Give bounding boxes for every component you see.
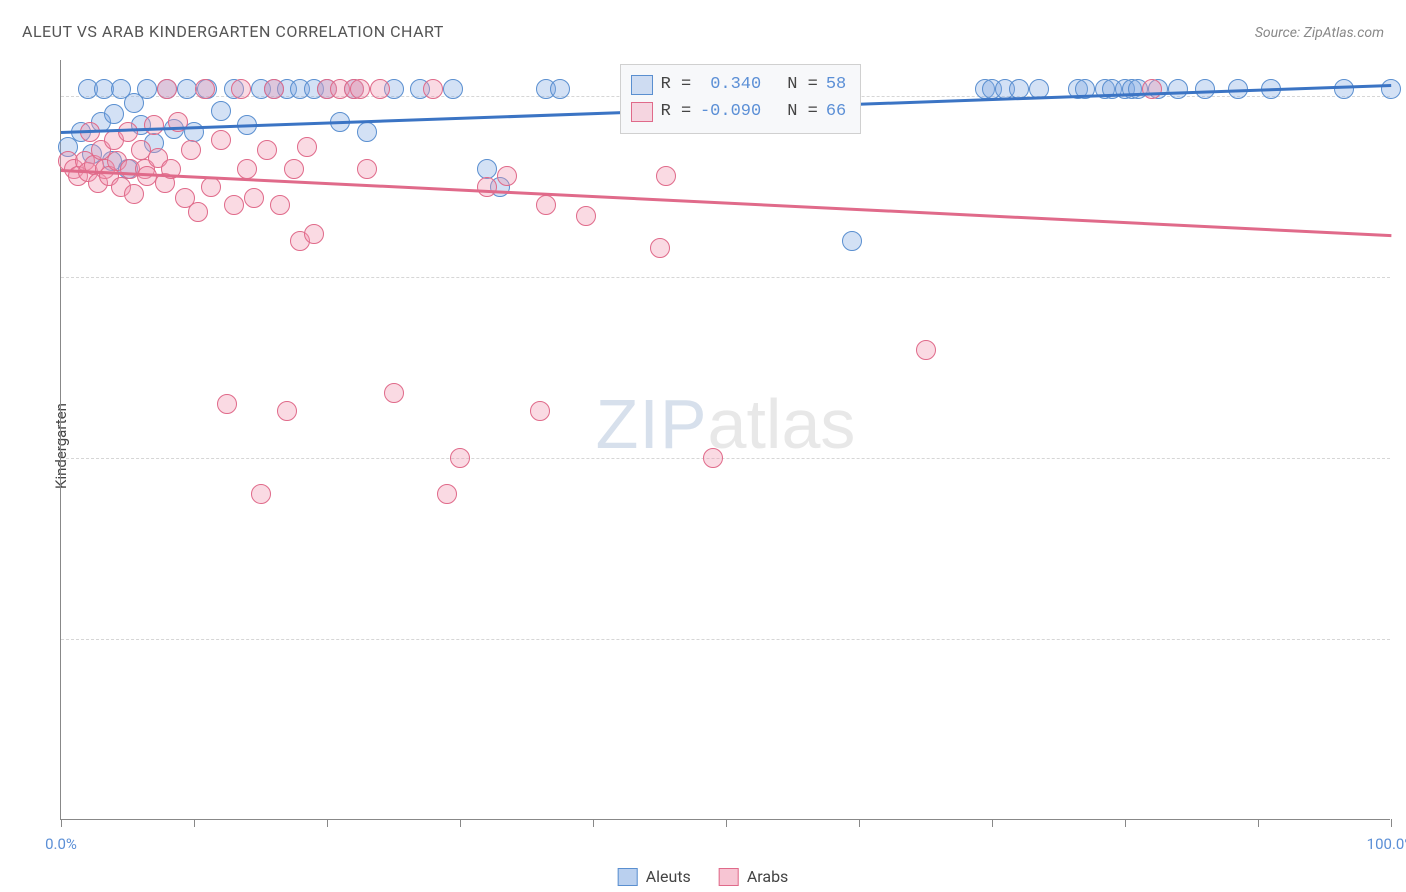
data-point — [217, 394, 237, 414]
legend-r-label: R = — [661, 98, 692, 125]
x-tick — [61, 819, 62, 827]
data-point — [188, 202, 208, 222]
data-point — [157, 79, 177, 99]
data-point — [284, 159, 304, 179]
chart-title: ALEUT VS ARAB KINDERGARTEN CORRELATION C… — [22, 22, 444, 41]
legend-n-label: N = — [787, 71, 818, 98]
legend-swatch — [719, 868, 739, 886]
data-point — [384, 383, 404, 403]
data-point — [144, 115, 164, 135]
x-tick-label: 0.0% — [45, 835, 77, 853]
source-attribution: Source: ZipAtlas.com — [1255, 25, 1384, 41]
data-point — [237, 159, 257, 179]
correlation-legend: R = 0.340 N = 58 R = -0.090 N = 66 — [620, 64, 862, 134]
legend-row: R = -0.090 N = 66 — [631, 98, 847, 125]
data-point — [437, 484, 457, 504]
data-point — [195, 79, 215, 99]
data-point — [576, 206, 596, 226]
y-tick-label: 90.0% — [1398, 449, 1406, 467]
watermark: ZIPatlas — [596, 384, 856, 464]
legend-r-label: R = — [661, 71, 692, 98]
grid-line — [61, 458, 1390, 459]
data-point — [1142, 79, 1162, 99]
legend-series-name: Arabs — [747, 867, 789, 886]
data-point — [264, 79, 284, 99]
data-point — [231, 79, 251, 99]
grid-line — [61, 277, 1390, 278]
data-point — [477, 177, 497, 197]
x-tick — [1125, 819, 1126, 827]
x-tick — [726, 819, 727, 827]
grid-line — [61, 639, 1390, 640]
data-point — [1334, 79, 1354, 99]
data-point — [450, 448, 470, 468]
data-point — [201, 177, 221, 197]
data-point — [211, 101, 231, 121]
legend-n-value: 66 — [826, 98, 846, 125]
x-tick-label: 100.0% — [1367, 835, 1406, 853]
x-tick — [1391, 819, 1392, 827]
data-point — [297, 137, 317, 157]
y-tick-label: 85.0% — [1398, 630, 1406, 648]
data-point — [650, 238, 670, 258]
data-point — [244, 188, 264, 208]
x-tick — [992, 819, 993, 827]
data-point — [1381, 79, 1401, 99]
x-tick — [194, 819, 195, 827]
y-tick-label: 95.0% — [1398, 268, 1406, 286]
scatter-plot-area: ZIPatlas 85.0%90.0%95.0%100.0%0.0%100.0%… — [60, 60, 1390, 820]
data-point — [497, 166, 517, 186]
x-tick — [460, 819, 461, 827]
legend-row: R = 0.340 N = 58 — [631, 71, 847, 98]
watermark-atlas: atlas — [708, 385, 856, 463]
legend-n-value: 58 — [826, 71, 846, 98]
data-point — [304, 224, 324, 244]
data-point — [350, 79, 370, 99]
legend-r-value: -0.090 — [699, 98, 761, 125]
legend-n-label: N = — [787, 98, 818, 125]
data-point — [1168, 79, 1188, 99]
data-point — [357, 122, 377, 142]
data-point — [251, 484, 271, 504]
data-point — [550, 79, 570, 99]
data-point — [181, 140, 201, 160]
data-point — [1195, 79, 1215, 99]
legend-item: Arabs — [719, 867, 789, 886]
data-point — [703, 448, 723, 468]
data-point — [916, 340, 936, 360]
data-point — [443, 79, 463, 99]
data-point — [270, 195, 290, 215]
data-point — [370, 79, 390, 99]
legend-series-name: Aleuts — [646, 867, 691, 886]
data-point — [224, 195, 244, 215]
legend-swatch — [618, 868, 638, 886]
data-point — [277, 401, 297, 421]
data-point — [536, 195, 556, 215]
data-point — [124, 184, 144, 204]
legend-swatch — [631, 75, 653, 95]
data-point — [118, 122, 138, 142]
watermark-zip: ZIP — [596, 385, 708, 463]
data-point — [656, 166, 676, 186]
data-point — [211, 130, 231, 150]
legend-swatch — [631, 102, 653, 122]
data-point — [137, 79, 157, 99]
data-point — [842, 231, 862, 251]
data-point — [257, 140, 277, 160]
legend-item: Aleuts — [618, 867, 691, 886]
legend-r-value: 0.340 — [699, 71, 761, 98]
x-tick — [327, 819, 328, 827]
x-tick — [593, 819, 594, 827]
data-point — [104, 104, 124, 124]
data-point — [357, 159, 377, 179]
x-tick — [1258, 819, 1259, 827]
data-point — [423, 79, 443, 99]
data-point — [477, 159, 497, 179]
data-point — [530, 401, 550, 421]
x-tick — [859, 819, 860, 827]
series-legend: Aleuts Arabs — [618, 867, 789, 886]
